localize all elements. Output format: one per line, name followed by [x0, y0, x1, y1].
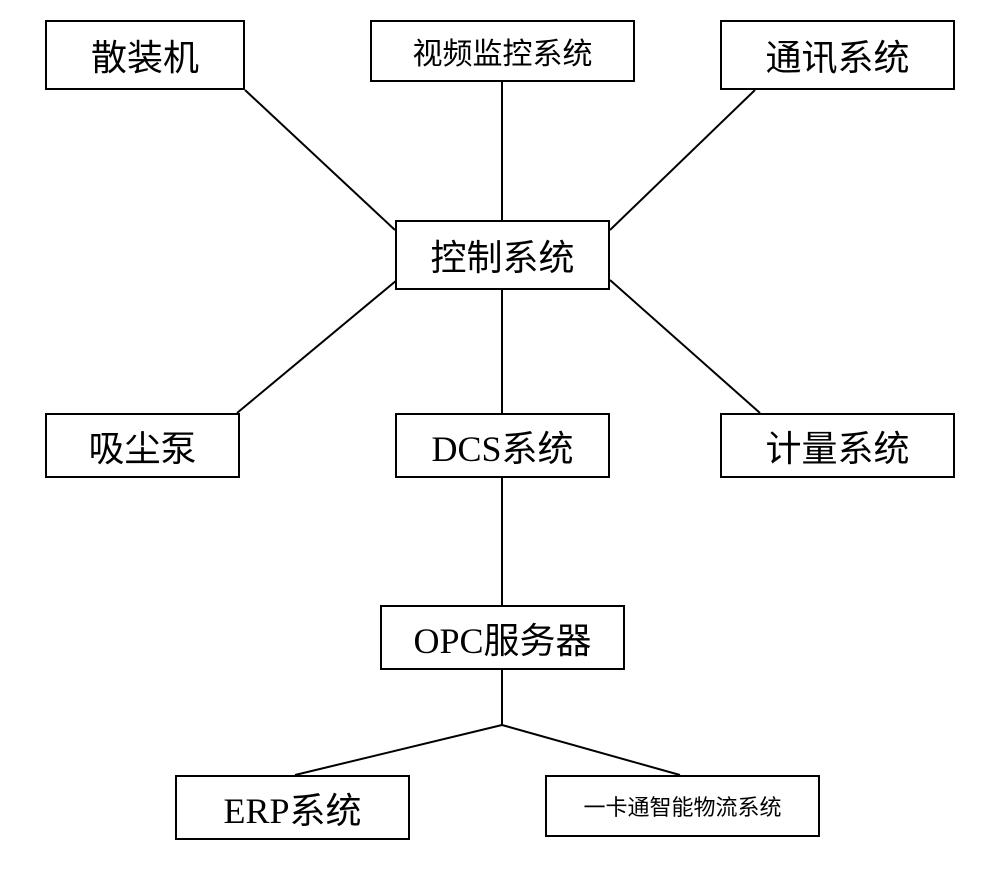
node-erp-system: ERP系统 — [175, 775, 410, 840]
node-label: 通讯系统 — [765, 29, 909, 81]
node-label: 一卡通智能物流系统 — [583, 790, 781, 822]
edge-topright-center — [610, 90, 755, 230]
edge-center-midleft — [237, 280, 397, 413]
node-label: 散装机 — [91, 29, 199, 81]
edge-topleft-center — [245, 90, 395, 230]
node-opc-server: OPC服务器 — [380, 605, 625, 670]
node-label: 吸尘泵 — [88, 420, 196, 472]
node-bulk-loader: 散装机 — [45, 20, 245, 90]
node-control-system: 控制系统 — [395, 220, 610, 290]
edge-branch-logistics — [502, 725, 680, 775]
node-label: OPC服务器 — [413, 612, 591, 664]
node-label: 视频监控系统 — [413, 29, 593, 73]
node-metering-system: 计量系统 — [720, 413, 955, 478]
node-label: ERP系统 — [223, 782, 361, 834]
node-vacuum-pump: 吸尘泵 — [45, 413, 240, 478]
node-label: DCS系统 — [431, 420, 573, 472]
edge-branch-erp — [295, 725, 502, 775]
node-dcs-system: DCS系统 — [395, 413, 610, 478]
node-label: 计量系统 — [765, 420, 909, 472]
node-label: 控制系统 — [430, 229, 574, 281]
node-communication-system: 通讯系统 — [720, 20, 955, 90]
edge-center-midright — [610, 280, 760, 413]
node-video-surveillance: 视频监控系统 — [370, 20, 635, 82]
diagram-container: 散装机 视频监控系统 通讯系统 控制系统 吸尘泵 DCS系统 计量系统 OPC服… — [0, 0, 1000, 875]
node-smart-logistics: 一卡通智能物流系统 — [545, 775, 820, 837]
